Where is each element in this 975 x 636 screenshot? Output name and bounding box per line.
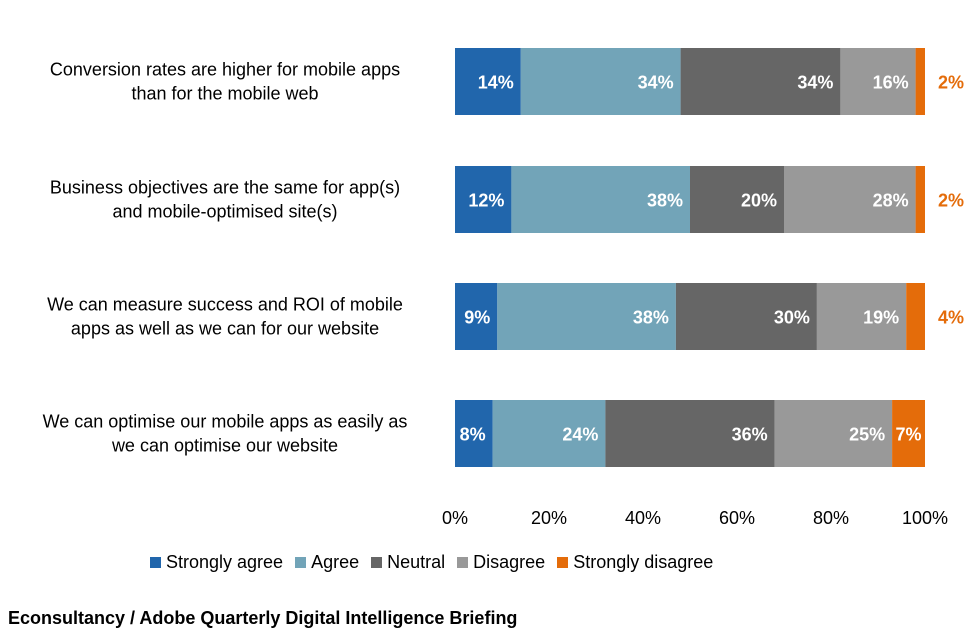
category-label: We can measure success and ROI of mobile… <box>47 295 403 339</box>
legend-swatch <box>150 557 161 568</box>
data-label: 34% <box>638 73 674 93</box>
bar-segment <box>784 166 916 233</box>
bar-segment <box>455 48 521 115</box>
data-label: 12% <box>468 191 504 211</box>
legend-label: Agree <box>311 552 360 572</box>
data-label: 8% <box>460 425 486 445</box>
legend-label: Strongly disagree <box>573 552 714 572</box>
legend-item: Strongly disagree <box>557 552 713 573</box>
bar-segment <box>680 48 841 115</box>
legend-item: Strongly agree <box>150 552 283 573</box>
data-label: 38% <box>647 191 683 211</box>
x-tick-label: 100% <box>902 508 948 528</box>
bar-segment <box>892 400 925 467</box>
category-label: Business objectives are the same for app… <box>50 178 400 222</box>
bar-segment <box>816 283 907 350</box>
data-label: 24% <box>562 425 598 445</box>
source-caption: Econsultancy / Adobe Quarterly Digital I… <box>8 608 518 628</box>
category-label: Conversion rates are higher for mobile a… <box>50 60 400 104</box>
legend-item: Neutral <box>371 552 445 573</box>
bar-segment <box>840 48 916 115</box>
bar-segment <box>455 283 498 350</box>
bar-segment <box>605 400 775 467</box>
data-label: 28% <box>873 191 909 211</box>
bar-segment <box>492 400 606 467</box>
legend: Strongly agree Agree Neutral Disagree Strong… <box>150 552 725 573</box>
category-label-line: apps as well as we can for our website <box>71 319 379 339</box>
data-label: 2% <box>938 73 964 93</box>
x-tick-label: 80% <box>813 508 849 528</box>
x-tick-label: 20% <box>531 508 567 528</box>
category-label-line: and mobile-optimised site(s) <box>112 202 337 222</box>
category-label-line: we can optimise our website <box>111 436 338 456</box>
legend-label: Neutral <box>387 552 446 572</box>
data-label: 2% <box>938 191 964 211</box>
x-tick-label: 40% <box>625 508 661 528</box>
legend-swatch <box>557 557 569 568</box>
legend-label: Strongly agree <box>166 552 284 572</box>
category-label-line: than for the mobile web <box>131 84 318 104</box>
category-label-line: Conversion rates are higher for mobile a… <box>50 60 400 80</box>
data-label: 19% <box>863 308 899 328</box>
stacked-bar-chart: Conversion rates are higher for mobile a… <box>43 48 964 528</box>
category-label: We can optimise our mobile apps as easil… <box>43 412 408 456</box>
data-label: 16% <box>873 73 909 93</box>
bar-segment <box>906 283 925 350</box>
data-label: 36% <box>732 425 768 445</box>
x-tick-label: 60% <box>719 508 755 528</box>
bar-segment <box>511 166 690 233</box>
legend-label: Disagree <box>473 552 546 572</box>
data-label: 9% <box>464 308 490 328</box>
category-label-line: Business objectives are the same for app… <box>50 178 400 198</box>
bar-segment <box>915 48 925 115</box>
data-label: 30% <box>774 308 810 328</box>
legend-item: Disagree <box>457 552 545 573</box>
category-label-line: We can measure success and ROI of mobile <box>47 295 403 315</box>
category-label-line: We can optimise our mobile apps as easil… <box>43 412 408 432</box>
data-label: 38% <box>633 308 669 328</box>
bar-segment <box>675 283 817 350</box>
bar-segment <box>497 283 676 350</box>
legend-item: Agree <box>295 552 359 573</box>
data-label: 14% <box>478 73 514 93</box>
bar-segment <box>915 166 925 233</box>
legend-swatch <box>371 557 383 568</box>
x-tick-label: 0% <box>442 508 468 528</box>
legend-swatch <box>295 557 307 568</box>
legend-swatch <box>457 557 469 568</box>
data-label: 25% <box>849 425 885 445</box>
bar-segment <box>455 166 512 233</box>
data-label: 4% <box>938 308 964 328</box>
data-label: 7% <box>896 425 922 445</box>
bar-segment <box>455 400 493 467</box>
bar-segment <box>774 400 893 467</box>
bar-segment <box>690 166 784 233</box>
data-label: 34% <box>797 73 833 93</box>
data-label: 20% <box>741 191 777 211</box>
bar-segment <box>520 48 681 115</box>
